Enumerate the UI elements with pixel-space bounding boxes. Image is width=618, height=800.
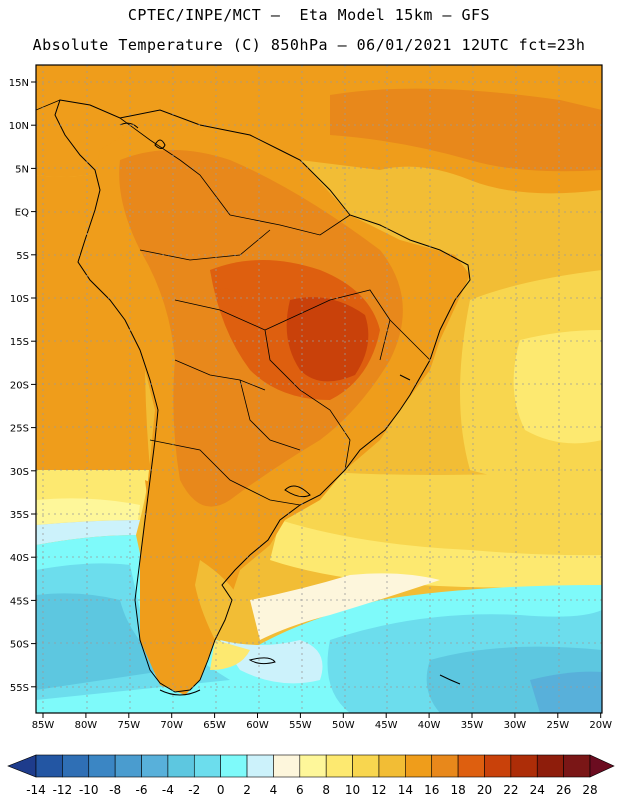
coastal-details [119, 122, 461, 696]
colorbar-label: 20 [477, 783, 492, 797]
colorbar-segment [141, 754, 169, 778]
lat-tick-label: 35S [10, 510, 29, 521]
lat-tick-label: 10N [9, 121, 29, 132]
colorbar-label: 14 [398, 783, 413, 797]
colorbar-label: 22 [503, 783, 518, 797]
colorbar-label: 2 [243, 783, 251, 797]
continent-coastline [54, 99, 471, 693]
colorbar-segment [431, 754, 459, 778]
colorbar-arrow-high [589, 754, 615, 778]
colorbar-label: 10 [345, 783, 360, 797]
lat-tick-label: 10S [10, 294, 29, 305]
longitude-ticks: 85W 80W 75W 70W 65W 60W 55W 50W 45W 40W 35W 30W 25W 2… [32, 713, 612, 731]
colorbar-label: 4 [270, 783, 278, 797]
colorbar-segment [114, 754, 142, 778]
lat-lon-grid [36, 65, 602, 713]
lon-tick-label: 35W [461, 720, 484, 731]
lat-tick-label: EQ [15, 208, 29, 219]
colorbar-segment [484, 754, 512, 778]
colorbar-segment [405, 754, 433, 778]
latitude-ticks: 15N 10N 5N EQ 5S 10S 15S 20S 25S 30S 35S 40S 45S 50S 5… [9, 78, 36, 694]
lon-tick-label: 50W [332, 720, 355, 731]
colorbar-segment [88, 754, 116, 778]
lat-tick-label: 55S [10, 683, 29, 694]
colorbar-label: 16 [424, 783, 439, 797]
lat-tick-label: 30S [10, 467, 29, 478]
lon-tick-label: 30W [504, 720, 527, 731]
lat-tick-label: 15S [10, 337, 29, 348]
lon-tick-label: 60W [246, 720, 269, 731]
map-title-line-2: Absolute Temperature (C) 850hPa – 06/01/… [32, 36, 586, 54]
lat-tick-label: 25S [10, 424, 29, 435]
colorbar-segment [536, 754, 564, 778]
colorbar-segment [325, 754, 353, 778]
lon-tick-label: 25W [546, 720, 569, 731]
colorbar-label: 26 [556, 783, 571, 797]
lon-tick-label: 70W [160, 720, 183, 731]
lon-tick-label: 40W [418, 720, 441, 731]
lon-tick-label: 85W [32, 720, 55, 731]
colorbar-label: -4 [162, 783, 174, 797]
lon-tick-label: 20W [589, 720, 612, 731]
country-borders [36, 99, 431, 506]
lat-tick-label: 50S [10, 640, 29, 651]
colorbar-label: 18 [450, 783, 465, 797]
colorbar-segment [563, 754, 591, 778]
colorbar-segment [220, 754, 248, 778]
lat-tick-label: 5N [15, 164, 29, 175]
colorbar-arrow-low [7, 754, 37, 778]
colorbar-label: 12 [371, 783, 386, 797]
lon-tick-label: 75W [117, 720, 140, 731]
colorbar-label: -12 [53, 783, 73, 797]
lat-tick-label: 20S [10, 380, 29, 391]
temperature-colorbar: -14 -12 -10 -8 -6 -4 -2 0 2 4 6 8 10 12 14 16 18 20 22 24 26… [7, 754, 615, 797]
temperature-field [36, 65, 602, 713]
lat-tick-label: 40S [10, 553, 29, 564]
colorbar-label: 24 [530, 783, 545, 797]
colorbar-label: 28 [582, 783, 597, 797]
colorbar-label: -14 [26, 783, 46, 797]
colorbar-segment [273, 754, 301, 778]
colorbar-segment [167, 754, 195, 778]
colorbar-segment [299, 754, 327, 778]
colorbar-segment [457, 754, 485, 778]
lon-tick-label: 45W [375, 720, 398, 731]
colorbar-segment [193, 754, 221, 778]
colorbar-label: -10 [79, 783, 99, 797]
colorbar-label: -8 [109, 783, 121, 797]
lat-tick-label: 45S [10, 596, 29, 607]
map-title-line-1: CPTEC/INPE/MCT – Eta Model 15km – GFS [127, 6, 491, 24]
colorbar-segment [510, 754, 538, 778]
colorbar-segment [35, 754, 63, 778]
lon-tick-label: 55W [289, 720, 312, 731]
colorbar-label: 8 [322, 783, 330, 797]
colorbar-segment [246, 754, 274, 778]
colorbar-segment [62, 754, 90, 778]
colorbar-label: -2 [188, 783, 200, 797]
lat-tick-label: 15N [9, 78, 29, 89]
colorbar-label: -6 [136, 783, 148, 797]
lon-tick-label: 80W [75, 720, 98, 731]
colorbar-segment [378, 754, 406, 778]
lat-tick-label: 5S [16, 251, 29, 262]
colorbar-label: 6 [296, 783, 304, 797]
lon-tick-label: 65W [203, 720, 226, 731]
map-frame [35, 64, 603, 714]
colorbar-segment [352, 754, 380, 778]
colorbar-label: 0 [217, 783, 225, 797]
